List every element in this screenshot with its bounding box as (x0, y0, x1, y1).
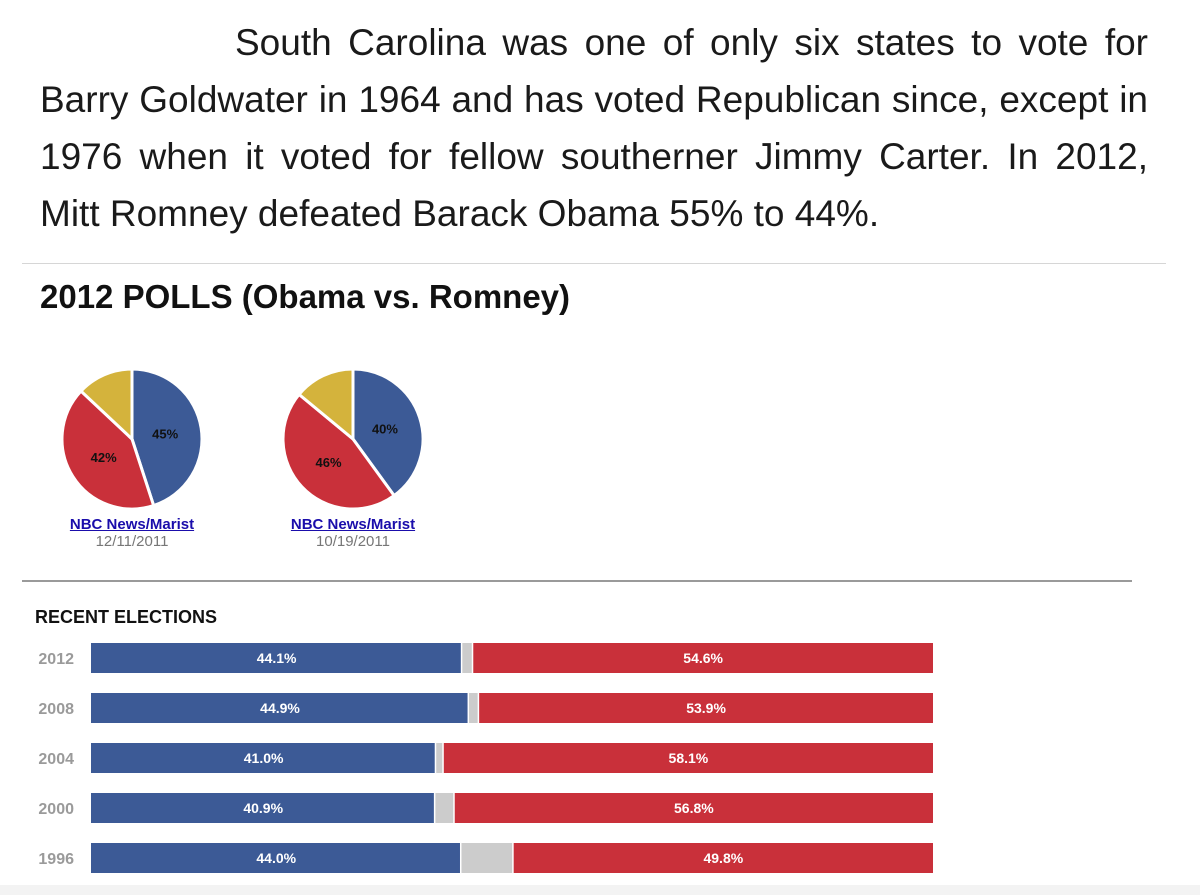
year-label-1996: 1996 (38, 851, 74, 868)
pie-2-label-1: 40% (372, 422, 398, 437)
bar-2004-label-3: 58.1% (669, 750, 709, 766)
bar-2012-segment-2 (462, 643, 472, 673)
bar-2004-segment-3 (443, 743, 933, 773)
bar-2012-label-3: 54.6% (683, 650, 723, 666)
bar-2004-segment-1 (91, 743, 435, 773)
bar-2008-label-3: 53.9% (686, 700, 726, 716)
bar-2008-segment-2 (469, 693, 478, 723)
bar-2000-label-3: 56.8% (674, 800, 714, 816)
poll-date-2: 10/19/2011 (316, 533, 390, 550)
divider-top (22, 263, 1166, 264)
poll-card-2: 40% 46% NBC News/Marist 10/19/2011 (273, 364, 433, 554)
pie-chart-1: 45% 42% (60, 367, 204, 511)
year-label-2012: 2012 (38, 651, 74, 668)
bar-2000-segment-3 (454, 793, 933, 823)
pie-1-label-2: 42% (91, 450, 117, 465)
bottom-strip (0, 885, 1200, 895)
pie-1-label-1: 45% (152, 427, 178, 442)
pie-1-slice-2 (60, 388, 156, 511)
bar-2000-segment-2 (435, 793, 454, 823)
year-label-2008: 2008 (38, 701, 74, 718)
bar-2008-segment-1 (91, 693, 468, 723)
polls-title: 2012 POLLS (Obama vs. Romney) (40, 278, 571, 315)
bar-2012-segment-1 (91, 643, 461, 673)
bar-1996-label-1: 44.0% (256, 850, 296, 866)
year-label-2000: 2000 (38, 801, 74, 818)
bar-2012-segment-3 (473, 643, 933, 673)
poll-card-1: 45% 42% NBC News/Marist 12/11/2011 (52, 364, 212, 554)
pie-2-slice-3 (296, 367, 355, 443)
bar-1996-label-3: 49.8% (703, 850, 743, 866)
bar-2008-label-1: 44.9% (260, 700, 300, 716)
pie-2-label-2: 46% (315, 455, 341, 470)
pie-chart-2: 40% 46% (281, 367, 425, 511)
bar-1996-segment-1 (91, 843, 460, 873)
bar-1996-segment-3 (513, 843, 933, 873)
pie-1-slice-3 (78, 367, 134, 443)
bar-1996-segment-2 (461, 843, 513, 873)
elections-title: RECENT ELECTIONS (35, 607, 218, 627)
year-label-2004: 2004 (38, 751, 74, 768)
poll-source-link-1[interactable]: NBC News/Marist (69, 516, 195, 533)
bar-2004-segment-2 (436, 743, 443, 773)
poll-date-1: 12/11/2011 (95, 533, 169, 550)
pie-2-slice-1 (351, 367, 425, 498)
intro-paragraph: South Carolina was one of only six state… (40, 22, 1148, 234)
bar-2000-label-1: 40.9% (243, 800, 283, 816)
pie-1-slice-1 (130, 367, 204, 508)
pie-2-slice-2 (281, 392, 397, 511)
bar-2004-label-1: 41.0% (244, 750, 284, 766)
poll-source-link-2[interactable]: NBC News/Marist (290, 516, 416, 533)
bar-2000-segment-1 (91, 793, 434, 823)
divider-middle (22, 580, 1132, 582)
bar-2008-segment-3 (479, 693, 933, 723)
bar-2012-label-1: 44.1% (257, 650, 297, 666)
